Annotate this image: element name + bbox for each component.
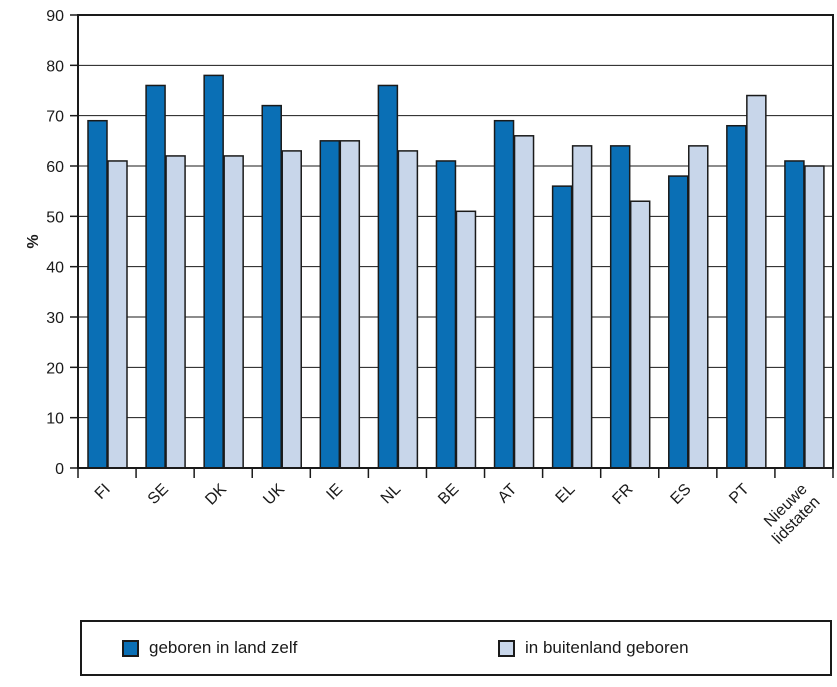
x-category-label: UK	[260, 481, 288, 509]
legend-swatch-series-1	[122, 639, 139, 657]
bar-series-2	[339, 140, 361, 469]
plot-frame	[77, 14, 834, 469]
x-category-label: BE	[435, 481, 462, 508]
bar-series-1	[726, 124, 747, 469]
x-category-label: AT	[495, 481, 521, 507]
y-tick-label: 70	[46, 109, 64, 126]
bar-series-1	[493, 119, 515, 469]
legend-item-series-1: geboren in land zelf	[122, 622, 297, 674]
bar-series-2	[397, 150, 419, 469]
y-tick-label: 80	[46, 58, 64, 75]
x-category-label: FI	[92, 481, 114, 503]
bar-series-1	[87, 119, 108, 469]
y-tick-label: 10	[46, 411, 64, 428]
bar-series-2	[107, 160, 128, 469]
legend: geboren in land zelf in buitenland gebor…	[80, 620, 832, 676]
bar-series-1	[784, 160, 805, 469]
x-category-label: FR	[609, 481, 636, 508]
bar-series-1	[551, 185, 573, 469]
y-tick-label: 50	[46, 209, 64, 226]
bar-series-1	[435, 160, 457, 469]
legend-item-series-2: in buitenland geboren	[498, 622, 689, 674]
y-tick-label: 30	[46, 310, 64, 327]
legend-label-series-2: in buitenland geboren	[525, 638, 689, 657]
legend-label-series-1: geboren in land zelf	[149, 638, 298, 657]
x-category-label: NL	[378, 481, 405, 508]
bar-series-2	[513, 135, 535, 469]
x-category-label: IE	[323, 481, 346, 504]
bar-series-1	[377, 84, 399, 469]
x-category-label: Nieuwelidstaten	[757, 481, 824, 548]
y-tick-label: 40	[46, 260, 64, 277]
bar-series-1	[319, 140, 341, 469]
y-tick-label: 60	[46, 159, 64, 176]
bar-series-2	[804, 165, 825, 469]
bar-series-1	[203, 74, 224, 469]
bar-series-2	[455, 210, 477, 469]
x-category-label: PT	[726, 481, 753, 508]
bar-series-2	[223, 155, 244, 469]
y-tick-label: 90	[46, 8, 64, 25]
x-category-label: SE	[145, 481, 172, 508]
x-category-label: ES	[668, 481, 695, 508]
bar-series-2	[629, 200, 651, 469]
legend-swatch-series-2	[498, 639, 515, 657]
bar-series-2	[165, 155, 186, 469]
x-category-label: DK	[202, 481, 230, 509]
bar-series-1	[145, 84, 166, 469]
bar-series-1	[609, 145, 631, 469]
bar-series-2	[688, 145, 709, 469]
bar-series-1	[261, 104, 282, 469]
bar-series-2	[746, 94, 767, 469]
y-tick-label: 0	[55, 461, 64, 478]
y-axis-title: %	[25, 234, 42, 248]
bar-series-2	[571, 145, 593, 469]
bar-series-1	[668, 175, 689, 469]
x-category-label: EL	[553, 481, 579, 507]
bar-series-2	[281, 150, 302, 469]
y-tick-label: 20	[46, 360, 64, 377]
